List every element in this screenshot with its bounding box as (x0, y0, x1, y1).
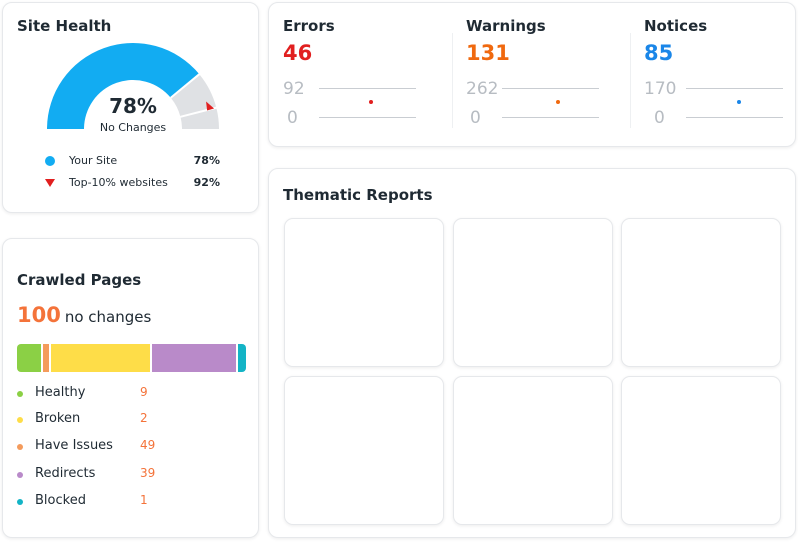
crawled-pages-status: no changes (64, 308, 152, 326)
have-issues-dot-icon (17, 444, 23, 450)
thematic-report-tile[interactable] (453, 218, 613, 367)
issues-divider (630, 33, 631, 128)
thematic-report-tile[interactable] (284, 218, 444, 367)
errors-count: 46 (283, 41, 313, 65)
thematic-report-tile[interactable] (284, 376, 444, 525)
crawl-row-blocked[interactable]: Blocked 1 (17, 493, 217, 511)
site-health-percent: 78% (109, 94, 157, 118)
healthy-dot-icon (17, 391, 23, 397)
errors-gridline-top (319, 88, 416, 89)
gauge-remaining-arc (180, 108, 219, 129)
warnings-trend-point (556, 100, 560, 104)
site-health-card[interactable]: Site Health 78% No Changes Your Site 78%… (2, 2, 259, 213)
crawled-pages-total: 100 no changes (17, 303, 151, 327)
broken-label: Broken (35, 411, 81, 426)
gauge-remaining-arc (171, 74, 217, 117)
crawled-pages-title: Crawled Pages (17, 271, 142, 289)
crawled-pages-bar[interactable] (17, 344, 246, 372)
bar-segment-healthy[interactable] (17, 344, 42, 372)
site-health-status: No Changes (99, 121, 167, 134)
warnings-widget[interactable]: Warnings 131 262 0 (466, 3, 626, 148)
site-health-gauge (47, 43, 219, 129)
notices-label: Notices (644, 17, 708, 35)
top10-triangle-icon (45, 179, 55, 187)
thematic-report-tile[interactable] (621, 218, 781, 367)
legend-top10: Top-10% websites 92% (45, 175, 220, 191)
crawl-row-healthy[interactable]: Healthy 9 (17, 385, 217, 403)
notices-tick-top: 170 (644, 79, 677, 99)
broken-value: 2 (140, 411, 148, 425)
legend-your-site-label: Your Site (69, 154, 118, 167)
redirects-dot-icon (17, 472, 23, 478)
your-site-dot-icon (45, 156, 55, 166)
healthy-value: 9 (140, 385, 148, 399)
errors-trend-point (369, 100, 373, 104)
crawl-row-have-issues[interactable]: Have Issues 49 (17, 438, 217, 456)
crawled-pages-count: 100 (17, 303, 61, 327)
crawl-row-redirects[interactable]: Redirects 39 (17, 466, 217, 484)
errors-gridline-bottom (319, 117, 416, 118)
bar-segment-blocked[interactable] (237, 344, 246, 372)
blocked-label: Blocked (35, 493, 86, 508)
thematic-report-tile[interactable] (621, 376, 781, 525)
warnings-gridline-top (502, 88, 599, 89)
legend-top10-label: Top-10% websites (69, 176, 168, 189)
crawl-row-broken[interactable]: Broken 2 (17, 411, 217, 429)
warnings-tick-bottom: 0 (470, 108, 481, 128)
redirects-value: 39 (140, 466, 156, 480)
warnings-gridline-bottom (502, 117, 599, 118)
thematic-report-tile[interactable] (453, 376, 613, 525)
have-issues-value: 49 (140, 438, 156, 452)
notices-gridline-bottom (686, 117, 783, 118)
have-issues-label: Have Issues (35, 438, 113, 453)
redirects-label: Redirects (35, 466, 96, 481)
errors-widget[interactable]: Errors 46 92 0 (283, 3, 443, 148)
warnings-count: 131 (466, 41, 510, 65)
errors-label: Errors (283, 17, 335, 35)
broken-dot-icon (17, 417, 23, 423)
legend-top10-value: 92% (193, 176, 220, 189)
bar-segment-have-issues[interactable] (43, 344, 49, 372)
thematic-reports-title: Thematic Reports (283, 186, 433, 204)
crawled-pages-card[interactable]: Crawled Pages 100 no changes Healthy 9 Br… (2, 238, 259, 538)
notices-count: 85 (644, 41, 674, 65)
errors-tick-top: 92 (283, 79, 305, 99)
notices-widget[interactable]: Notices 85 170 0 (644, 3, 798, 148)
bar-segment-redirects[interactable] (152, 344, 236, 372)
legend-your-site-value: 78% (193, 154, 220, 167)
legend-your-site: Your Site 78% (45, 153, 220, 169)
gauge-separator (170, 72, 201, 99)
issues-divider (452, 33, 453, 128)
errors-tick-bottom: 0 (287, 108, 298, 128)
blocked-dot-icon (17, 499, 23, 505)
notices-gridline-top (686, 88, 783, 89)
bar-segment-broken[interactable] (50, 344, 151, 372)
notices-trend-point (737, 100, 741, 104)
site-health-title: Site Health (17, 17, 112, 35)
warnings-tick-top: 262 (466, 79, 499, 99)
gauge-top10-marker-icon (206, 101, 215, 111)
gauge-score-arc (47, 43, 200, 129)
thematic-reports-card: Thematic Reports (268, 168, 796, 538)
blocked-value: 1 (140, 493, 148, 507)
warnings-label: Warnings (466, 17, 546, 35)
healthy-label: Healthy (35, 385, 86, 400)
issues-card: Errors 46 92 0 Warnings 131 262 0 Notice… (268, 2, 796, 147)
notices-tick-bottom: 0 (654, 108, 665, 128)
